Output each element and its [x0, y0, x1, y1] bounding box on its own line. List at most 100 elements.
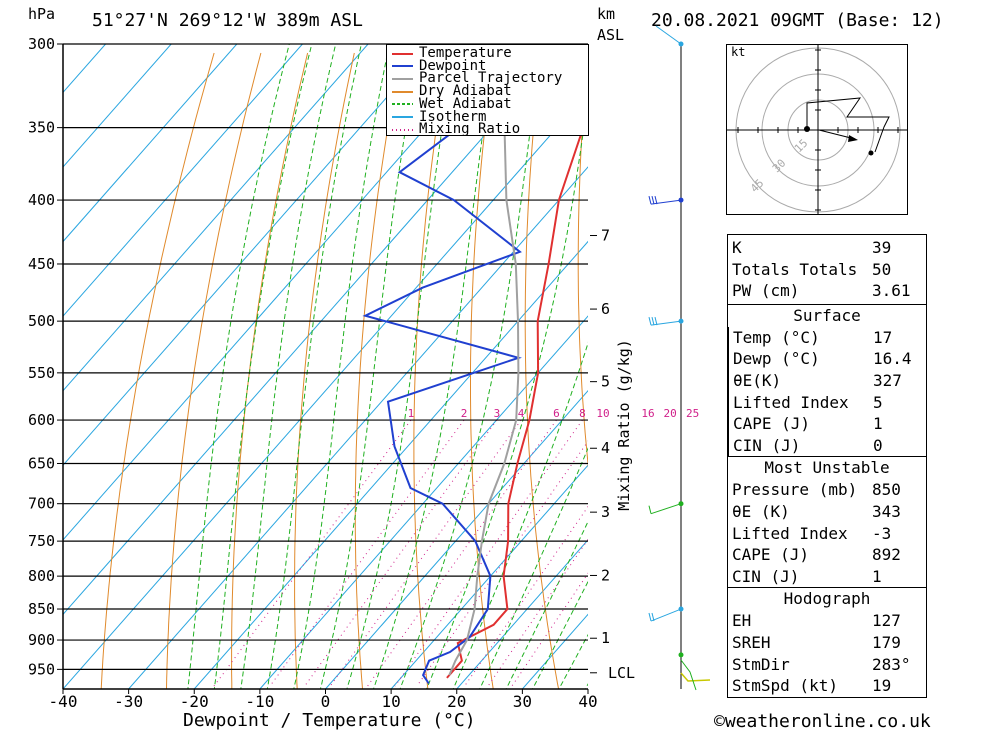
mixing-ratio-line: [329, 419, 522, 687]
wet-adiabat-line: [240, 44, 337, 689]
km-tick-label: 2: [601, 566, 610, 584]
stat-label: Dewp (°C): [733, 349, 820, 369]
legend-swatch: [392, 128, 413, 131]
km-tick-label: 4: [601, 439, 610, 457]
legend-label: Temperature: [419, 45, 512, 61]
asl-unit-label: ASL: [597, 26, 625, 44]
dry-adiabat-line: [962, 53, 1000, 689]
stat-row: Temp (°C) 17: [729, 327, 926, 349]
stat-row: StmDir 283°: [728, 654, 926, 676]
pressure-label: 800: [28, 567, 55, 585]
stat-value: 39: [872, 238, 892, 257]
pressure-label: 750: [28, 532, 55, 550]
pressure-label: 600: [28, 411, 55, 429]
most-unstable-title: Most Unstable: [764, 458, 890, 478]
hodograph-point: [868, 150, 874, 156]
wet-adiabat-line: [266, 44, 362, 689]
dry-adiabat-line: [166, 52, 262, 689]
mixing-ratio-line: [213, 419, 412, 687]
wind-level-dot: [678, 652, 684, 658]
mixing-ratio-label: 1: [408, 407, 415, 420]
wet-adiabat-line: [479, 447, 588, 689]
stat-value: 3.61: [872, 281, 911, 301]
legend-item: Temperature: [391, 45, 512, 61]
pressure-label: 500: [28, 312, 55, 330]
wet-adiabat-line: [319, 44, 422, 689]
isotherm-line: [63, 44, 303, 317]
stat-value: 5: [873, 392, 883, 412]
km-tick-label: 5: [601, 373, 610, 391]
hodograph-title: Hodograph: [783, 589, 871, 609]
stat-label: θE (K): [732, 501, 790, 521]
stat-value: 283°: [872, 654, 911, 674]
stat-label: Lifted Index: [733, 392, 849, 412]
wet-adiabat-line: [531, 580, 588, 689]
hodograph: kt 15 30 45: [726, 44, 908, 215]
x-axis-title: Dewpoint / Temperature (°C): [183, 710, 476, 731]
pressure-label: 350: [28, 119, 55, 137]
isotherm-line: [63, 44, 238, 243]
isotherm-line: [63, 44, 500, 541]
legend: Temperature Dewpoint Parcel Trajectory Dry …: [386, 44, 589, 136]
mixing-ratio-label: 2: [461, 407, 468, 420]
legend-swatch: [392, 116, 413, 118]
pressure-label: 950: [28, 660, 55, 678]
stat-value: 0: [873, 435, 883, 455]
hodograph-point: [804, 126, 810, 132]
stat-label: EH: [732, 611, 752, 631]
mixing-ratio-label: 10: [596, 407, 609, 420]
wet-adiabat-line: [372, 44, 497, 689]
stat-value: 50: [872, 259, 892, 279]
legend-swatch: [392, 77, 413, 80]
stat-row: StmSpd (kt) 19: [728, 675, 926, 697]
parcel-trajectory-profile: [448, 44, 520, 676]
isotherm-line: [128, 166, 588, 689]
stat-value: 343: [872, 501, 901, 521]
legend-label: Mixing Ratio: [419, 121, 521, 138]
mixing-ratio-label: 6: [553, 407, 560, 420]
location-title: 51°27'N 269°12'W 389m ASL: [92, 10, 363, 31]
pressure-label: 400: [28, 191, 55, 209]
mixing-ratio-label: 8: [579, 407, 586, 420]
km-tick-label: 7: [601, 227, 610, 245]
pressure-unit-label: hPa: [28, 5, 56, 23]
mixing-ratio-label: 25: [686, 407, 699, 420]
stat-value: 850: [872, 480, 901, 500]
temp-tick-label: 10: [381, 692, 400, 711]
stat-value: 16.4: [873, 349, 912, 369]
dry-adiabat-line: [231, 52, 309, 689]
isotherm-line: [325, 389, 588, 689]
km-tick-label: 3: [601, 503, 610, 521]
temp-tick-label: 40: [578, 692, 597, 711]
km-tick-label: 6: [601, 300, 610, 318]
mixing-ratio-label: 3: [494, 407, 501, 420]
stat-value: 1: [872, 566, 882, 586]
pressure-label: 550: [28, 364, 55, 382]
stat-value: 327: [873, 370, 902, 390]
legend-label: Isotherm: [419, 108, 487, 125]
stat-value: 127: [872, 611, 901, 631]
wet-adiabat-line: [346, 44, 457, 689]
temp-tick-label: -40: [49, 692, 78, 711]
mixing-ratio-label: 4: [518, 407, 525, 420]
dry-adiabat-line: [577, 52, 588, 469]
stat-row: CIN (J) 0: [729, 435, 926, 457]
stat-label: CIN (J): [733, 435, 801, 455]
stats-hodograph: Hodograph EH 127 SREH 179 StmDir 283° StmSpd (…: [727, 587, 927, 698]
isotherm-line: [456, 539, 588, 689]
pressure-label: 450: [28, 255, 55, 273]
dry-adiabat-line: [524, 52, 560, 689]
temperature-profile: [446, 113, 588, 679]
km-tick-label: 1: [601, 629, 610, 647]
isotherm-line: [390, 464, 588, 689]
mixing-ratio-label: 20: [663, 407, 676, 420]
storm-motion-arrowhead: [848, 135, 858, 142]
legend-item: Wet Adiabat: [391, 97, 512, 111]
mixing-ratio-label: 16: [641, 407, 654, 420]
stat-row: CIN (J) 1: [728, 566, 926, 588]
pressure-label: 900: [28, 631, 55, 649]
temp-tick-label: -10: [245, 692, 274, 711]
pressure-label: 300: [28, 35, 55, 53]
mixing-ratio-line: [416, 440, 588, 687]
